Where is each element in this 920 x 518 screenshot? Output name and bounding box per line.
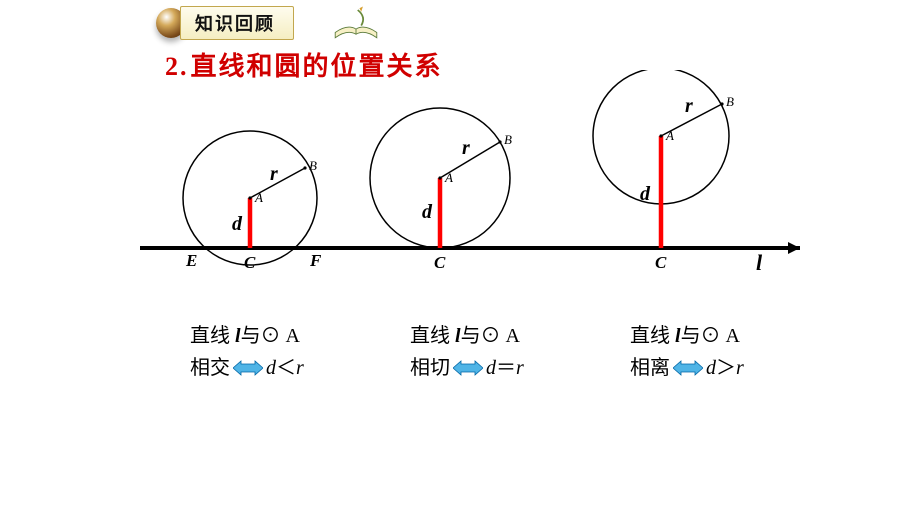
svg-text:A: A <box>444 170 453 185</box>
biimp-icon <box>233 355 263 373</box>
svg-text:d: d <box>422 201 433 223</box>
case-intersect: 直线 l与⊙ A 相交d＜r <box>190 320 350 384</box>
svg-text:C: C <box>655 253 667 272</box>
banner-title: 知识回顾 <box>180 6 294 40</box>
svg-text:C: C <box>244 253 256 272</box>
header-banner: 知识回顾 <box>150 4 430 42</box>
svg-text:d: d <box>232 213 243 235</box>
svg-text:E: E <box>185 251 197 270</box>
biimp-icon <box>673 355 703 373</box>
biimp-icon <box>453 355 483 373</box>
svg-text:r: r <box>270 163 278 185</box>
svg-text:A: A <box>254 190 263 205</box>
svg-text:C: C <box>434 253 446 272</box>
line-circle-diagram: lABrdCEFABrdCABrdC <box>140 70 800 290</box>
case-tangent: 直线 l与⊙ A 相切d＝r <box>410 320 570 384</box>
svg-text:B: B <box>309 158 317 173</box>
svg-text:l: l <box>756 250 763 275</box>
svg-text:d: d <box>640 183 651 205</box>
svg-text:r: r <box>685 95 693 117</box>
svg-text:B: B <box>504 132 512 147</box>
svg-text:r: r <box>462 137 470 159</box>
svg-text:B: B <box>726 94 734 109</box>
book-icon <box>330 3 382 43</box>
svg-text:A: A <box>665 128 674 143</box>
relations-row: 直线 l与⊙ A 相交d＜r 直线 l与⊙ A 相切d＝r 直线 l与⊙ A 相… <box>190 320 790 384</box>
svg-text:F: F <box>309 251 322 270</box>
case-separate: 直线 l与⊙ A 相离d＞r <box>630 320 790 384</box>
